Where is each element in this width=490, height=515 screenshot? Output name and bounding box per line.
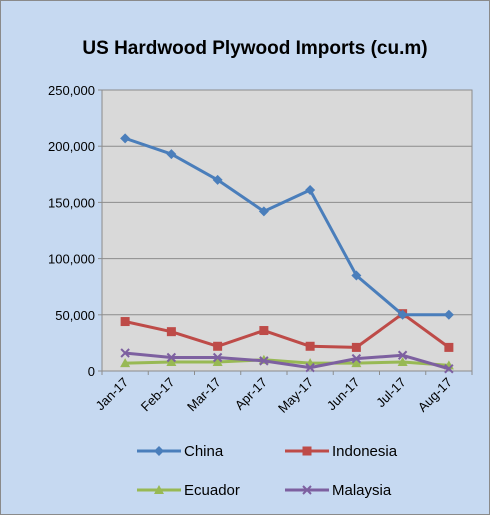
legend-marker [302,485,312,495]
data-point [351,353,362,364]
series-line [124,351,450,371]
series-layer [120,133,454,374]
data-point [212,352,223,363]
y-tick-label: 50,000 [55,308,95,323]
series-china [120,133,454,320]
data-point [397,357,408,367]
legend-marker [154,446,164,456]
data-point [212,174,223,185]
y-tick-label: 150,000 [48,195,95,210]
x-tick-label: Apr-17 [232,375,270,413]
y-tick-label: 100,000 [48,252,95,267]
legend-item-indonesia: Indonesia [285,443,398,460]
legend-item-ecuador: Ecuador [137,482,240,499]
data-point [212,357,223,367]
x-tick-label: Jan-17 [93,375,132,414]
data-point [166,327,176,337]
data-point [259,356,269,366]
x-tick-label: Jul-17 [373,375,409,411]
data-point [120,133,131,144]
data-point [166,149,177,160]
x-tick-label: Feb-17 [138,375,178,415]
series-line [124,136,449,317]
x-tick-label: May-17 [275,375,316,416]
series-malaysia [120,348,454,374]
data-point [213,341,223,351]
data-point [397,350,408,360]
data-point [305,185,316,196]
y-tick-label: 250,000 [48,83,95,98]
legend-item-malaysia: Malaysia [285,482,392,499]
data-point [351,270,362,281]
legend-item-china: China [137,443,224,460]
x-tick-label: Jun-17 [324,375,363,414]
data-point [351,358,362,368]
y-axis: 0 50,000 100,000 150,000 200,000 250,000 [48,83,102,379]
series-indonesia [120,309,454,352]
grid-lines [102,89,472,316]
data-point [120,317,130,327]
legend-label: Ecuador [184,482,240,499]
legend-label: China [184,443,224,460]
data-point [444,342,454,352]
data-point [120,358,131,368]
data-point [305,362,315,373]
data-point [166,357,177,367]
data-point [443,309,454,320]
data-point [444,364,454,374]
series-line [124,312,450,349]
data-point [351,342,361,352]
data-point [259,326,269,336]
y-tick-label: 200,000 [48,139,95,154]
x-tick-label: Mar-17 [184,375,224,415]
data-point [120,348,130,358]
data-point [166,352,177,363]
plot-area [101,89,473,372]
x-axis: Jan-17 Feb-17 Mar-17 Apr-17 May-17 Jun-17 Jul-… [93,371,473,416]
legend-label: Indonesia [332,443,398,460]
legend-marker [302,446,312,456]
legend: China Indonesia Ecuador Malaysia [137,443,398,499]
x-tick-label: Aug-17 [415,375,455,415]
chart-title: US Hardwood Plywood Imports (cu.m) [82,38,427,59]
data-point [258,206,269,217]
series-line [125,358,449,367]
data-point [305,341,315,351]
legend-label: Malaysia [332,482,392,499]
y-tick-label: 0 [88,364,95,379]
legend-marker [154,485,164,494]
data-point [397,309,408,320]
